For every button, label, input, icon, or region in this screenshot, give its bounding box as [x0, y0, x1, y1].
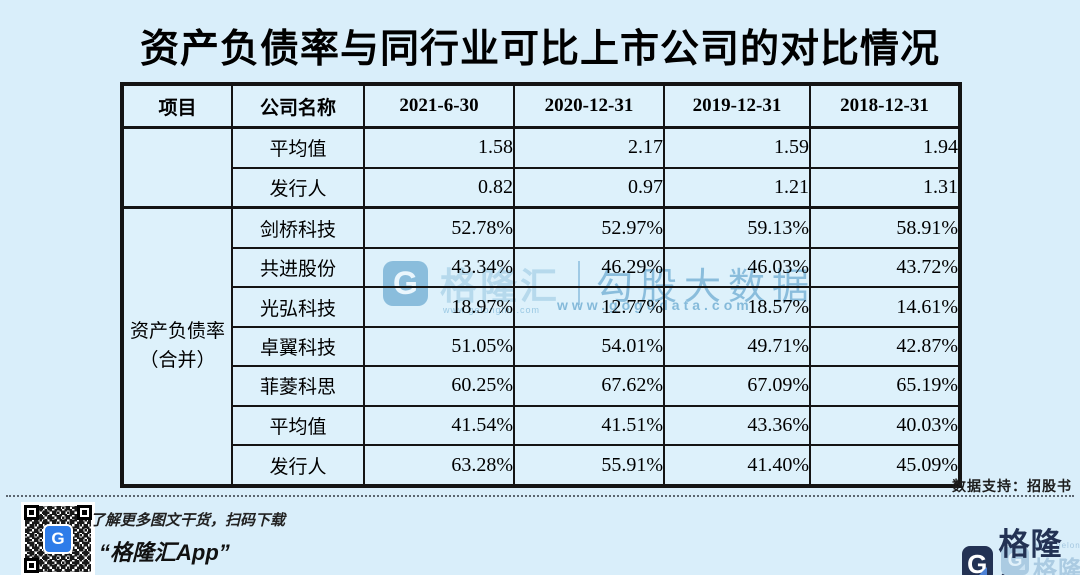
value-cell: 46.03% — [663, 246, 811, 289]
dotted-divider — [6, 495, 1074, 497]
value-cell: 54.01% — [513, 325, 665, 368]
qr-code: G — [21, 502, 95, 575]
value-cell: 41.54% — [363, 404, 515, 447]
value-cell: 63.28% — [363, 444, 515, 487]
table-row: 光弘科技 18.97% 12.77% 18.57% 14.61% — [122, 286, 961, 328]
value-cell: 1.94 — [809, 125, 961, 169]
value-cell: 1.21 — [663, 166, 811, 209]
value-cell: 67.09% — [663, 365, 811, 407]
header-company: 公司名称 — [231, 83, 365, 129]
gelonghui-logo-text: 格隆汇 — [998, 527, 1063, 575]
value-cell: 43.34% — [363, 246, 515, 289]
value-cell: 0.82 — [363, 166, 515, 209]
value-cell: 49.71% — [663, 325, 811, 368]
value-cell: 58.91% — [809, 206, 961, 249]
company-cell: 菲菱科思 — [231, 365, 365, 407]
gelonghui-logo-text-faded: 格隆汇 — [1033, 557, 1080, 575]
value-cell: 51.05% — [363, 325, 515, 368]
value-cell: 67.62% — [513, 365, 665, 407]
table-row: 平均值 41.54% 41.51% 43.36% 40.03% — [122, 404, 961, 447]
qr-finder-icon — [77, 505, 92, 520]
value-cell: 41.51% — [513, 404, 665, 447]
value-cell: 46.29% — [513, 246, 665, 289]
value-cell: 18.97% — [363, 286, 515, 328]
data-source-note: 数据支持：招股书 — [952, 478, 1072, 494]
header-date-4: 2018-12-31 — [809, 83, 961, 129]
table-row: 发行人 63.28% 55.91% 41.40% 45.09% — [122, 444, 961, 487]
value-cell: 59.13% — [663, 206, 811, 249]
value-cell: 1.58 — [363, 125, 515, 169]
gelonghui-url: www.gelonghui.com — [1033, 541, 1080, 550]
gelonghui-logo-icon: G — [962, 546, 993, 575]
comparison-table: 项目 公司名称 2021-6-30 2020-12-31 2019-12-31 … — [120, 82, 962, 488]
value-cell: 18.57% — [663, 286, 811, 328]
value-cell: 52.97% — [513, 206, 665, 249]
value-cell: 1.59 — [663, 125, 811, 169]
table-row: 资产负债率（合并） 剑桥科技 52.78% 52.97% 59.13% 58.9… — [121, 206, 961, 488]
value-cell: 0.97 — [513, 166, 665, 209]
company-cell: 剑桥科技 — [231, 206, 365, 249]
gelonghui-logo: G 格隆汇 — [962, 519, 1080, 575]
company-cell: 平均值 — [231, 404, 365, 447]
value-cell: 60.25% — [363, 365, 515, 407]
value-cell: 65.19% — [809, 365, 961, 407]
table-row: 发行人 0.82 0.97 1.21 1.31 — [122, 166, 961, 209]
company-cell: 平均值 — [231, 125, 365, 169]
company-cell: 光弘科技 — [231, 286, 365, 328]
value-cell: 45.09% — [809, 444, 961, 487]
value-cell: 42.87% — [809, 325, 961, 368]
value-cell: 40.03% — [809, 404, 961, 447]
value-cell: 55.91% — [513, 444, 665, 487]
qr-finder-icon — [24, 505, 39, 520]
company-cell: 卓翼科技 — [231, 325, 365, 368]
qr-finder-icon — [24, 558, 39, 573]
company-cell: 共进股份 — [231, 246, 365, 289]
value-cell: 1.31 — [809, 166, 961, 209]
header-item: 项目 — [121, 83, 233, 129]
company-cell: 发行人 — [231, 166, 365, 209]
header-date-1: 2021-6-30 — [363, 83, 515, 129]
gelonghui-qr-logo-icon: G — [43, 524, 73, 554]
value-cell: 2.17 — [513, 125, 665, 169]
table-row: 平均值 1.58 2.17 1.59 1.94 — [121, 125, 961, 209]
value-cell: 41.40% — [663, 444, 811, 487]
company-cell: 发行人 — [231, 444, 365, 487]
value-cell: 52.78% — [363, 206, 515, 249]
header-date-2: 2020-12-31 — [513, 83, 665, 129]
gelonghui-logo-icon-faded: G — [1001, 547, 1029, 575]
table-row: 卓翼科技 51.05% 54.01% 49.71% 42.87% — [122, 325, 961, 368]
qr-app-name: “格隆汇App” — [99, 540, 230, 565]
value-cell: 14.61% — [809, 286, 961, 328]
page-title: 资产负债率与同行业可比上市公司的对比情况 — [139, 28, 940, 71]
qr-caption: 了解更多图文干货，扫码下载 — [90, 513, 286, 529]
header-row: 项目 公司名称 2021-6-30 2020-12-31 2019-12-31 … — [121, 83, 961, 129]
value-cell: 43.36% — [663, 404, 811, 447]
table-row: 菲菱科思 60.25% 67.62% 67.09% 65.19% — [122, 365, 961, 407]
item-label-section2: 资产负债率（合并） — [121, 206, 233, 488]
gelonghui-logo-faded: G www.gelonghui.com 格隆汇 — [1001, 541, 1080, 575]
item-label-section1 — [121, 125, 233, 209]
value-cell: 12.77% — [513, 286, 665, 328]
value-cell: 43.72% — [809, 246, 961, 289]
header-date-3: 2019-12-31 — [663, 83, 811, 129]
table-row: 共进股份 43.34% 46.29% 46.03% 43.72% — [122, 246, 961, 289]
